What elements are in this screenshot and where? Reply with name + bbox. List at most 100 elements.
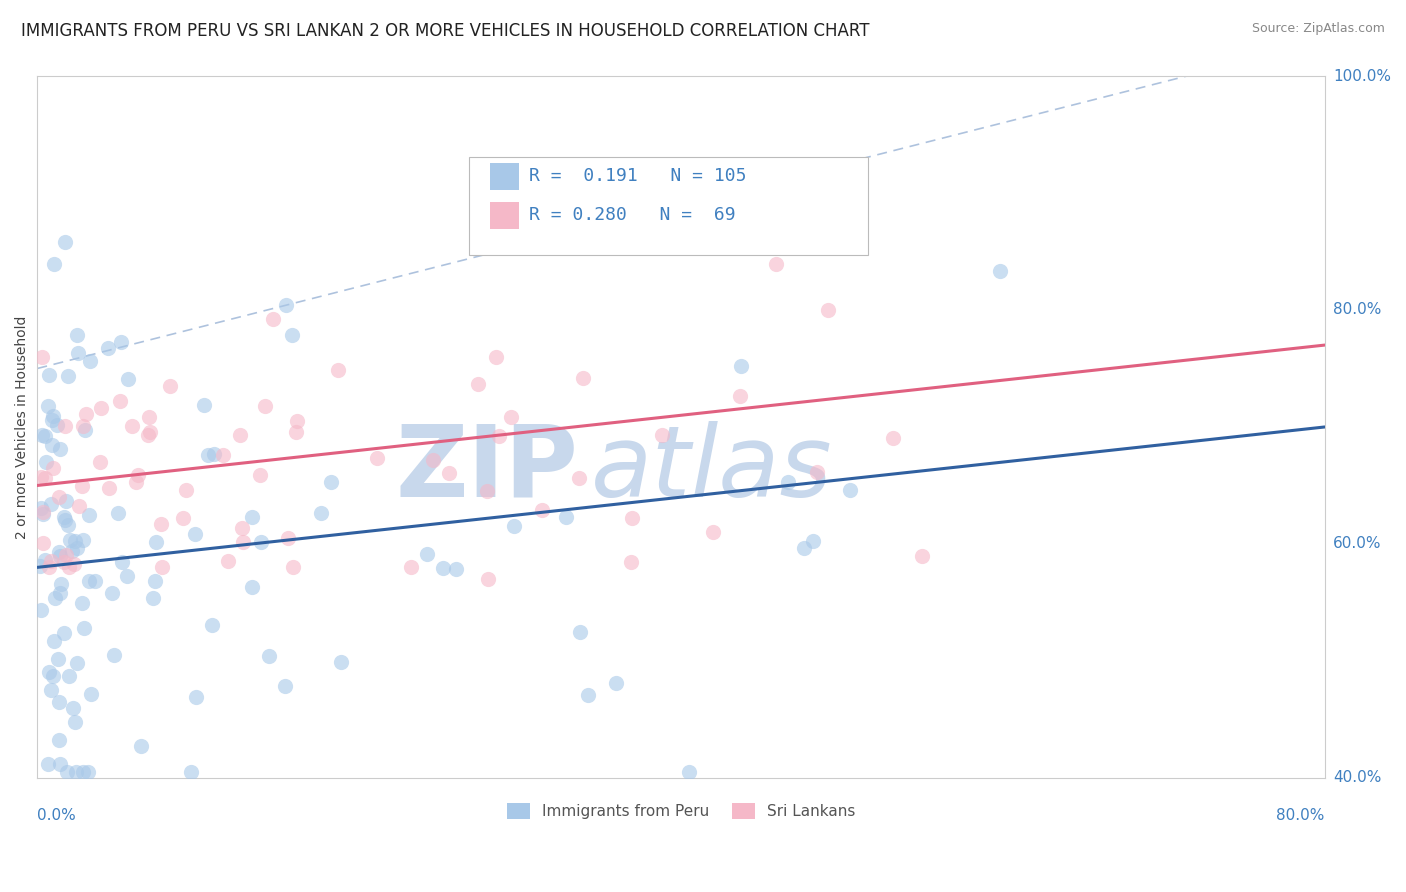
Point — [432, 561, 454, 575]
Point — [806, 466, 828, 480]
Point — [817, 303, 839, 318]
Point — [58, 669, 80, 683]
Point — [97, 341, 120, 355]
Point — [66, 657, 89, 671]
Point — [145, 534, 167, 549]
Point — [568, 471, 591, 485]
Point — [620, 555, 643, 569]
Point — [274, 298, 297, 312]
Point — [31, 536, 53, 550]
Point — [111, 555, 134, 569]
Point — [49, 756, 72, 771]
Point — [107, 507, 129, 521]
Point — [56, 765, 79, 780]
Point — [572, 371, 595, 385]
Point — [174, 483, 197, 498]
Point — [651, 427, 673, 442]
Point — [142, 591, 165, 606]
Point — [446, 562, 468, 576]
Point — [129, 739, 152, 753]
Point — [136, 428, 159, 442]
Point — [65, 765, 87, 780]
Point — [80, 686, 103, 700]
Point — [793, 541, 815, 556]
Point — [41, 412, 63, 426]
Point — [125, 475, 148, 490]
Text: IMMIGRANTS FROM PERU VS SRI LANKAN 2 OR MORE VEHICLES IN HOUSEHOLD CORRELATION C: IMMIGRANTS FROM PERU VS SRI LANKAN 2 OR … — [21, 22, 869, 40]
Point — [150, 517, 173, 532]
Point — [37, 757, 59, 772]
Point — [70, 596, 93, 610]
Point — [530, 503, 553, 517]
Point — [55, 493, 77, 508]
Point — [58, 533, 80, 547]
Point — [97, 481, 120, 495]
Point — [499, 409, 522, 424]
Point — [159, 378, 181, 392]
Point — [73, 621, 96, 635]
Point — [48, 442, 70, 457]
Point — [330, 655, 353, 669]
Point — [778, 475, 800, 490]
Point — [30, 603, 52, 617]
Point — [201, 618, 224, 632]
Point — [110, 334, 132, 349]
Point — [232, 534, 254, 549]
Point — [555, 510, 578, 524]
Point — [186, 690, 208, 705]
Y-axis label: 2 or more Vehicles in Household: 2 or more Vehicles in Household — [15, 315, 30, 539]
Point — [39, 497, 62, 511]
Point — [72, 765, 94, 780]
Point — [108, 394, 131, 409]
Point — [62, 558, 84, 572]
Point — [422, 453, 444, 467]
Point — [58, 560, 80, 574]
Point — [100, 586, 122, 600]
Point — [138, 410, 160, 425]
Point — [366, 450, 388, 465]
Point — [48, 490, 70, 504]
Point — [89, 454, 111, 468]
Point — [503, 519, 526, 533]
Point — [765, 257, 787, 271]
Point — [48, 733, 70, 747]
Point — [605, 676, 627, 690]
Point — [66, 346, 89, 360]
Point — [249, 467, 271, 482]
Point — [150, 560, 173, 574]
Point — [285, 414, 308, 428]
Point — [488, 429, 510, 443]
Point — [52, 510, 75, 524]
Point — [882, 431, 904, 445]
Point — [30, 500, 52, 515]
Bar — [491, 202, 519, 229]
Point — [730, 359, 752, 373]
Point — [127, 468, 149, 483]
Point — [56, 517, 79, 532]
Point — [254, 399, 277, 413]
Point — [34, 553, 56, 567]
Point — [139, 425, 162, 440]
Point — [437, 466, 460, 480]
Point — [202, 447, 225, 461]
Legend: Immigrants from Peru, Sri Lankans: Immigrants from Peru, Sri Lankans — [506, 804, 855, 820]
Text: 100.0%: 100.0% — [1333, 69, 1391, 84]
Point — [66, 541, 89, 556]
Point — [75, 408, 97, 422]
Text: ZIP: ZIP — [395, 421, 578, 517]
Point — [30, 470, 52, 484]
Point — [44, 257, 66, 271]
Point — [839, 483, 862, 497]
Point — [48, 695, 70, 709]
Point — [38, 368, 60, 383]
Point — [41, 409, 63, 423]
Point — [67, 499, 90, 513]
Point — [217, 554, 239, 568]
Point — [988, 264, 1011, 278]
Point — [41, 437, 63, 451]
Point — [39, 554, 62, 568]
FancyBboxPatch shape — [468, 157, 868, 255]
Point — [277, 531, 299, 545]
Point — [53, 419, 76, 434]
Point — [48, 549, 70, 564]
